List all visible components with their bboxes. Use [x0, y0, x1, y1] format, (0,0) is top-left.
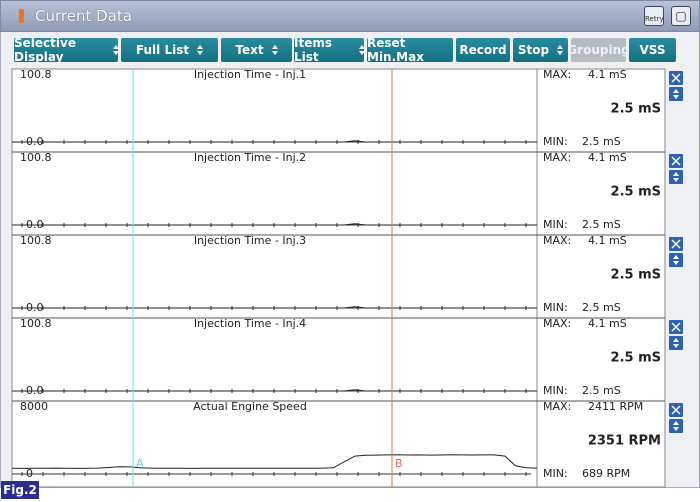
expand-button[interactable] — [669, 253, 683, 267]
min-label: MIN: — [543, 467, 568, 480]
app-icon — [19, 9, 24, 23]
spinner-icon — [557, 45, 564, 55]
expand-icon — [673, 255, 679, 265]
button-label: VSS — [639, 43, 666, 57]
button-label: Reset Min.Max — [367, 36, 424, 64]
close-icon — [671, 73, 681, 83]
retry-button[interactable]: Retry — [644, 6, 664, 26]
scale-top: 100.8 — [20, 68, 52, 81]
min-value: 689 RPM — [582, 467, 630, 480]
scale-bottom: 0 — [26, 467, 33, 480]
toolbar-button[interactable]: Items List — [294, 36, 366, 64]
expand-icon — [673, 421, 679, 431]
cursor-label: B — [395, 457, 403, 470]
button-label: Record — [459, 43, 507, 57]
current-value: 2.5 mS — [611, 102, 661, 117]
button-label: Stop — [517, 43, 550, 57]
spinner-icon — [358, 45, 366, 55]
scale-top: 100.8 — [20, 317, 52, 330]
toolbar-button[interactable]: Stop — [513, 38, 568, 62]
trace — [12, 389, 537, 392]
expand-button[interactable] — [669, 87, 683, 101]
expand-button[interactable] — [669, 419, 683, 433]
current-value: 2.5 mS — [611, 185, 661, 200]
max-label: MAX: — [543, 234, 571, 247]
plot-area — [11, 68, 538, 488]
max-value: 2411 RPM — [588, 400, 643, 413]
button-label: Selective Display — [14, 36, 76, 64]
toolbar-button[interactable]: Full List — [121, 38, 218, 62]
min-label: MIN: — [543, 135, 568, 148]
trace — [11, 454, 538, 469]
min-value: 2.5 mS — [582, 301, 621, 314]
current-value: 2351 RPM — [588, 434, 661, 449]
figure-label: Fig.2 — [1, 481, 39, 499]
cursor-label: A — [136, 457, 144, 470]
max-label: MAX: — [543, 68, 571, 81]
current-value: 2.5 mS — [611, 351, 661, 366]
title-bar: Current Data Retry ▢ — [0, 0, 700, 32]
trace — [12, 140, 537, 143]
button-label: Grouping — [567, 43, 630, 57]
expand-button[interactable] — [669, 170, 683, 184]
trace — [12, 306, 537, 309]
panel-title: Injection Time - Inj.3 — [194, 234, 306, 247]
close-icon — [671, 405, 681, 415]
window-button[interactable]: ▢ — [671, 6, 691, 26]
expand-icon — [673, 89, 679, 99]
button-label: Full List — [135, 43, 190, 57]
max-value: 4.1 mS — [588, 151, 627, 164]
panel-title: Injection Time - Inj.2 — [194, 151, 306, 164]
window-title: Current Data — [35, 7, 132, 25]
spinner-icon — [271, 45, 278, 55]
spinner-icon — [113, 45, 119, 55]
max-label: MAX: — [543, 400, 571, 413]
min-label: MIN: — [543, 301, 568, 314]
scale-top: 100.8 — [20, 151, 52, 164]
min-value: 2.5 mS — [582, 218, 621, 231]
toolbar-button[interactable]: Grouping — [567, 38, 630, 62]
panel-title: Injection Time - Inj.1 — [194, 68, 306, 81]
scale-top: 8000 — [20, 400, 48, 413]
current-value: 2.5 mS — [611, 268, 661, 283]
expand-button[interactable] — [669, 336, 683, 350]
panel-title: Actual Engine Speed — [193, 400, 307, 413]
info-area — [536, 68, 666, 488]
expand-icon — [673, 172, 679, 182]
max-label: MAX: — [543, 317, 571, 330]
min-value: 2.5 mS — [582, 384, 621, 397]
close-icon — [671, 156, 681, 166]
min-label: MIN: — [543, 218, 568, 231]
button-label: Items List — [294, 36, 332, 64]
toolbar-button[interactable]: Record — [456, 38, 510, 62]
toolbar-button[interactable]: Reset Min.Max — [367, 36, 453, 64]
toolbar-button[interactable]: VSS — [629, 38, 676, 62]
scale-top: 100.8 — [20, 234, 52, 247]
toolbar-button[interactable]: Selective Display — [14, 36, 119, 64]
button-label: Text — [235, 43, 264, 57]
max-value: 4.1 mS — [588, 234, 627, 247]
min-label: MIN: — [543, 384, 568, 397]
min-value: 2.5 mS — [582, 135, 621, 148]
max-value: 4.1 mS — [588, 68, 627, 81]
toolbar-button[interactable]: Text — [221, 38, 292, 62]
panel-title: Injection Time - Inj.4 — [194, 317, 306, 330]
trace — [12, 223, 537, 226]
expand-icon — [673, 338, 679, 348]
close-icon — [671, 322, 681, 332]
max-label: MAX: — [543, 151, 571, 164]
spinner-icon — [197, 45, 204, 55]
max-value: 4.1 mS — [588, 317, 627, 330]
close-icon — [671, 239, 681, 249]
